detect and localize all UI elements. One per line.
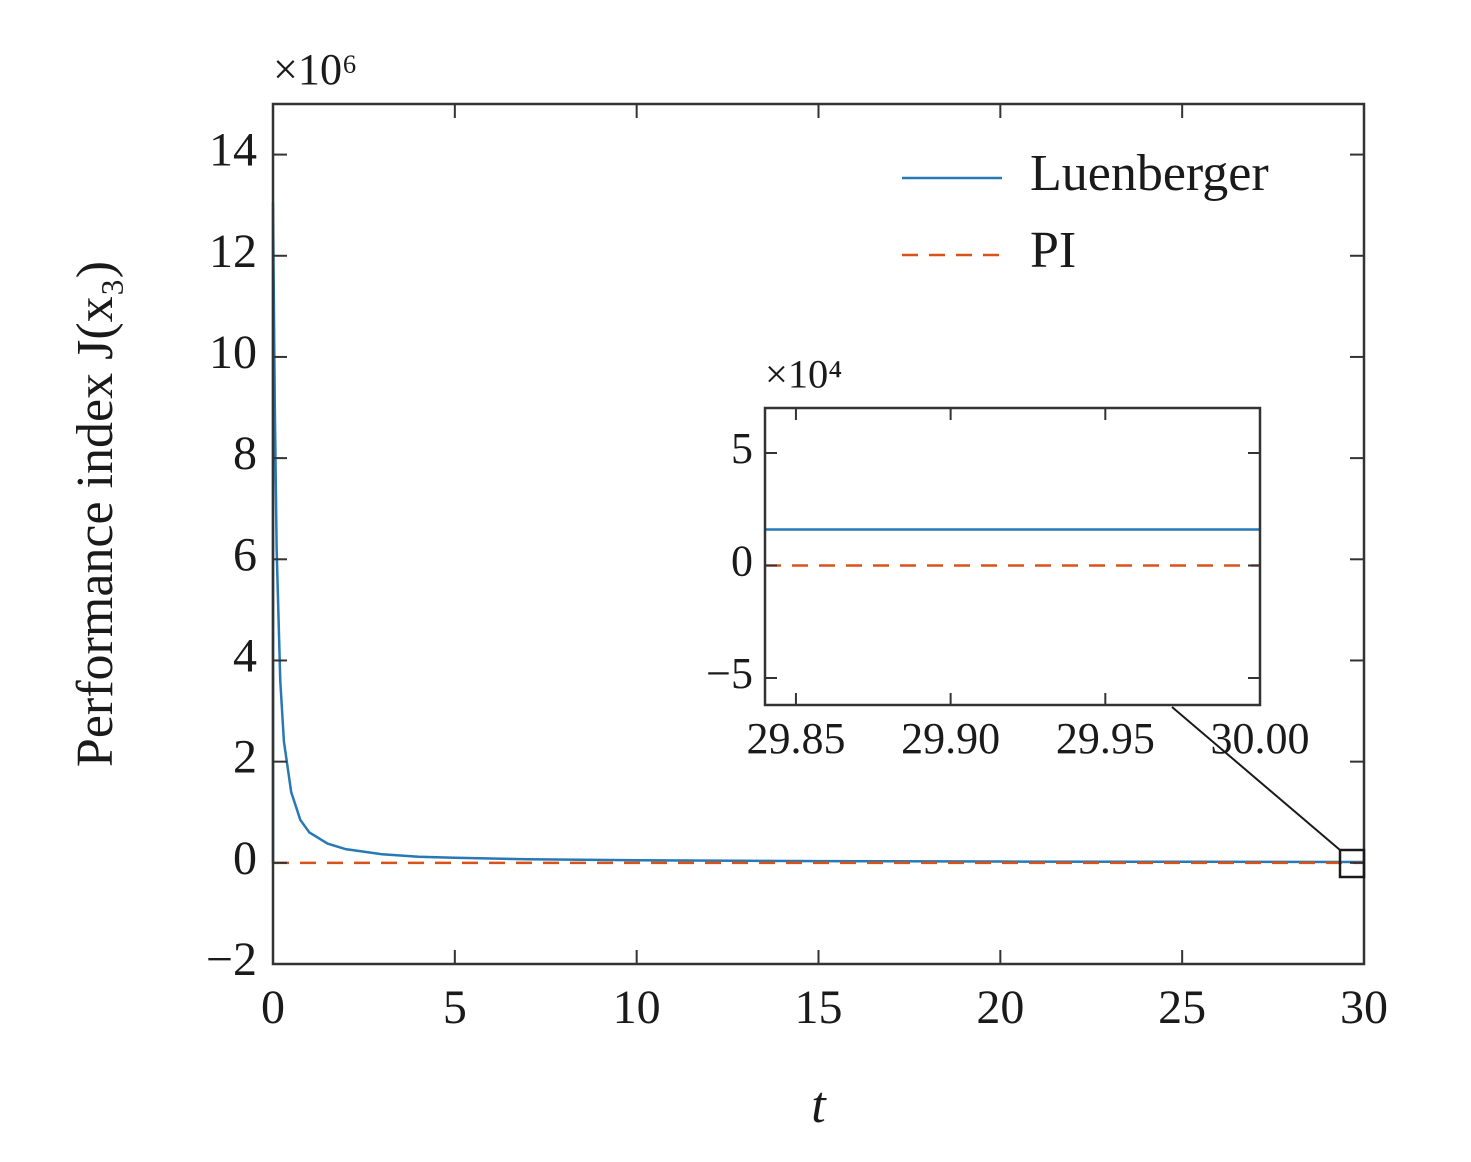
legend-label: Luenberger xyxy=(1030,145,1269,202)
line-series xyxy=(271,202,1365,864)
y-tick-label: 5 xyxy=(731,424,753,473)
plot-area xyxy=(765,408,1260,705)
legend-label: PI xyxy=(1030,222,1076,279)
y-multiplier: ×10⁴ xyxy=(765,351,842,396)
x-axis-label: t xyxy=(811,1077,827,1134)
x-tick-label: 0 xyxy=(261,981,285,1034)
x-tick-label: 30.00 xyxy=(1211,714,1310,763)
y-tick-label: −5 xyxy=(706,649,753,698)
y-tick-label: 2 xyxy=(233,731,257,784)
x-tick-label: 10 xyxy=(613,981,661,1034)
y-axis-label: Performance index J(x₃) xyxy=(67,261,124,767)
y-tick-label: 0 xyxy=(731,537,753,586)
y-multiplier: ×10⁶ xyxy=(273,45,357,94)
x-tick-label: 25 xyxy=(1158,981,1206,1034)
y-tick-label: 0 xyxy=(233,832,257,885)
x-tick-label: 29.95 xyxy=(1056,714,1155,763)
axes-box xyxy=(763,406,1262,707)
y-tick-label: 12 xyxy=(209,225,257,278)
x-tick-label: 15 xyxy=(795,981,843,1034)
y-tick-label: −2 xyxy=(206,933,257,986)
x-tick-label: 5 xyxy=(443,981,467,1034)
x-tick-label: 29.85 xyxy=(746,714,845,763)
x-tick-label: 29.90 xyxy=(901,714,1000,763)
y-tick-label: 6 xyxy=(233,528,257,581)
y-tick-label: 4 xyxy=(233,629,257,682)
y-tick-label: 14 xyxy=(209,124,257,177)
zoom-connector xyxy=(1171,706,1341,851)
y-tick-label: 8 xyxy=(233,427,257,480)
zoom-box xyxy=(1338,848,1366,879)
x-tick-label: 30 xyxy=(1340,981,1388,1034)
y-tick-label: 10 xyxy=(209,326,257,379)
x-tick-label: 20 xyxy=(976,981,1024,1034)
